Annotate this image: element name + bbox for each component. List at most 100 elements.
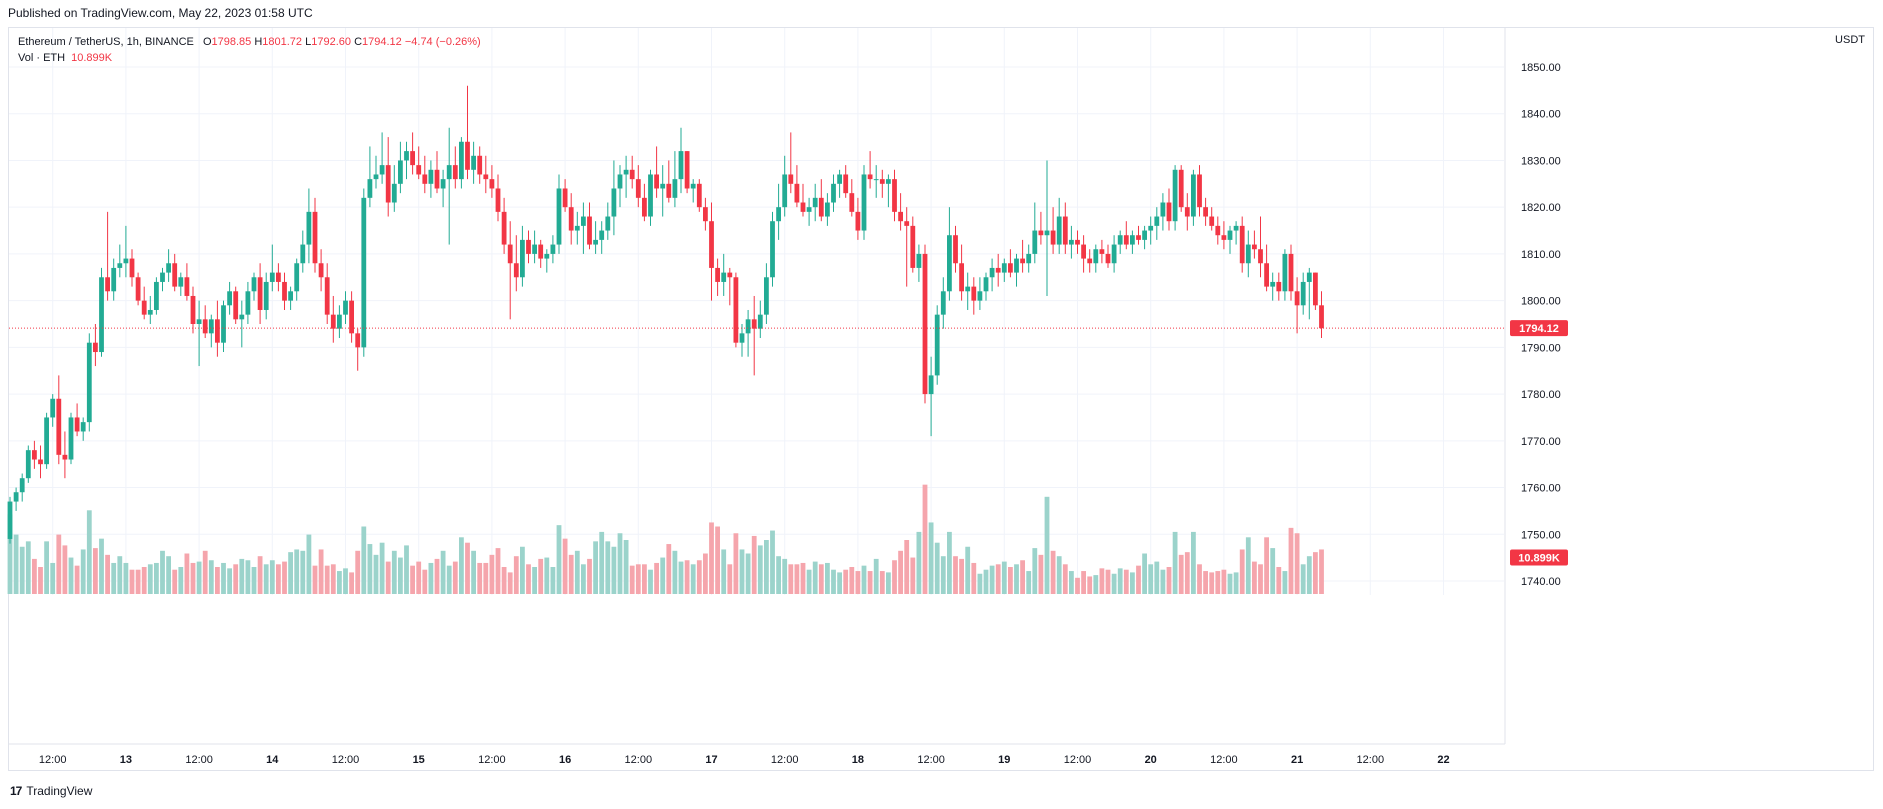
volume-bar: [215, 567, 220, 594]
chart-frame[interactable]: [8, 27, 1874, 771]
symbol-label[interactable]: Ethereum / TetherUS, 1h, BINANCE: [18, 36, 194, 48]
candle-body: [239, 314, 245, 320]
volume-bar: [294, 549, 300, 594]
candle-body: [776, 207, 781, 222]
volume-bar: [892, 560, 897, 594]
currency-unit[interactable]: USDT: [1835, 34, 1865, 46]
time-tick-label: 12:00: [185, 754, 213, 766]
volume-bar: [1014, 564, 1019, 594]
candle-body: [1209, 216, 1215, 226]
candle-body: [257, 277, 263, 310]
volume-bar: [74, 565, 80, 594]
candle-body: [1178, 169, 1184, 208]
volume-bar: [1148, 564, 1154, 594]
candle-body: [1014, 258, 1019, 273]
candle-body: [263, 281, 269, 310]
volume-bar: [1245, 537, 1251, 594]
volume-bar: [825, 562, 830, 594]
candle-body: [764, 277, 769, 315]
volume-bar: [391, 550, 397, 594]
candle-body: [385, 165, 391, 203]
volume-bar: [672, 550, 678, 594]
ohlc-row: Ethereum / TetherUS, 1h, BINANCE O1798.8…: [18, 34, 481, 50]
volume-bar: [446, 565, 452, 594]
candle-body: [312, 211, 318, 264]
volume-bar: [86, 510, 92, 594]
candle-body: [416, 165, 422, 175]
candle-body: [117, 263, 123, 268]
volume-bar: [1282, 571, 1288, 594]
candle-body: [1172, 169, 1178, 222]
candle-body: [1221, 235, 1227, 240]
volume-bar: [709, 522, 714, 594]
volume-bar: [355, 550, 361, 594]
candle-body: [221, 305, 226, 343]
candle-body: [56, 398, 62, 455]
candle-body: [892, 179, 897, 212]
volume-bar: [337, 571, 342, 594]
volume-bar: [1313, 552, 1318, 594]
candle-body: [1081, 244, 1086, 259]
volume-bar: [117, 556, 123, 594]
volume-bar: [873, 558, 879, 594]
volume-bar: [562, 538, 568, 594]
volume-bar: [410, 565, 415, 594]
volume-bar: [1319, 549, 1324, 594]
volume-bar: [141, 567, 147, 594]
high-key: H: [254, 36, 263, 48]
volume-bar: [257, 556, 263, 594]
candle-body: [556, 188, 562, 245]
volume-label[interactable]: Vol · ETH: [18, 52, 66, 64]
candle-body: [141, 300, 147, 315]
volume-bar: [861, 565, 867, 594]
volume-bar: [38, 567, 43, 594]
candle-body: [538, 244, 544, 259]
footer-brand[interactable]: 17 TradingView: [10, 784, 92, 798]
volume-bar: [1252, 561, 1257, 594]
volume-bar: [318, 549, 324, 594]
volume-bar: [922, 484, 928, 594]
time-tick-label: 12:00: [917, 754, 945, 766]
volume-bar: [568, 554, 574, 594]
volume-bar: [208, 560, 214, 594]
volume-bar: [770, 530, 775, 594]
candle-body: [294, 263, 300, 292]
volume-bar: [1184, 552, 1190, 594]
time-tick-label: 18: [852, 754, 864, 766]
candle-body: [513, 263, 519, 278]
candle-body: [123, 258, 129, 264]
candle-body: [672, 179, 678, 198]
candle-body: [922, 253, 928, 395]
candle-body: [99, 277, 104, 353]
candle-body: [337, 314, 342, 329]
volume-row: Vol · ETH 10.899K: [18, 50, 481, 66]
candle-body: [1154, 216, 1160, 226]
volume-value: 10.899K: [71, 52, 113, 64]
last-price-tag: [1510, 320, 1568, 337]
candle-body: [983, 277, 989, 292]
volume-bar: [276, 564, 281, 594]
volume-bar: [556, 525, 562, 594]
price-tick-label: 1760.00: [1521, 483, 1561, 495]
volume-bar: [416, 561, 422, 594]
volume-bar: [843, 569, 849, 594]
candle-body: [1276, 281, 1282, 292]
volume-bar: [7, 514, 13, 594]
volume-bar: [1020, 560, 1025, 594]
volume-bar: [62, 545, 68, 594]
time-tick-label: 15: [413, 754, 425, 766]
volume-bar: [123, 562, 129, 594]
volume-bar: [288, 552, 293, 594]
volume-bar: [550, 567, 556, 594]
volume-bar: [1081, 571, 1086, 594]
price-tick-label: 1830.00: [1521, 155, 1561, 167]
volume-bar: [263, 564, 269, 594]
volume-bar: [520, 546, 525, 594]
volume-bar: [684, 560, 690, 594]
candle-body: [1032, 230, 1038, 254]
candle-body: [745, 319, 751, 334]
volume-bar: [904, 540, 910, 594]
candle-body: [245, 291, 251, 315]
candle-body: [32, 450, 37, 460]
